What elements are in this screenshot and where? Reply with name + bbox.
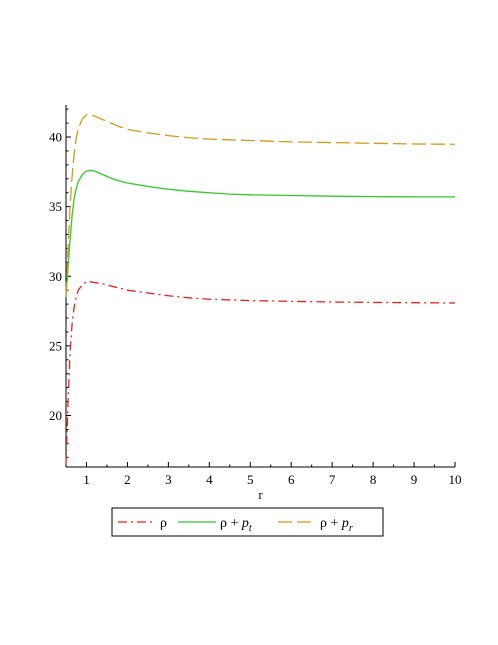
legend-label-p: p (241, 516, 249, 531)
series-layer (65, 114, 456, 465)
y-tick-label: 30 (49, 269, 62, 284)
legend-label-base: ρ + (320, 516, 342, 531)
x-tick-label: 5 (247, 472, 254, 487)
x-tick-label: 2 (124, 472, 131, 487)
y-tick-label: 20 (49, 408, 62, 423)
legend-label-subscript: r (349, 523, 353, 534)
legend-box (111, 507, 384, 537)
legend-label-base: ρ + (220, 516, 242, 531)
legend-label-subscript: t (249, 523, 252, 534)
x-tick-label: 10 (449, 472, 462, 487)
y-tick-label: 35 (49, 199, 62, 214)
x-tick-label: 4 (206, 472, 213, 487)
series-line-0 (65, 281, 456, 465)
x-axis-title: r (258, 487, 263, 502)
legend-label-base: ρ (160, 516, 167, 531)
x-tick-label: 3 (165, 472, 172, 487)
x-tick-label: 1 (83, 472, 90, 487)
series-line-2 (65, 114, 456, 296)
legend-label-2: ρ + pr (320, 516, 353, 534)
x-tick-label: 6 (288, 472, 295, 487)
x-tick-label: 7 (329, 472, 336, 487)
legend-label-p: p (341, 516, 349, 531)
series-line-1 (65, 169, 455, 298)
legend-label-0: ρ (160, 516, 167, 531)
axes: 1 2 3 4 5 6 7 8 9 10 20 25 30 35 40 (49, 105, 462, 487)
x-tick-label: 8 (370, 472, 377, 487)
y-tick-label: 25 (49, 338, 62, 353)
x-tick-label: 9 (411, 472, 418, 487)
y-tick-label: 40 (49, 130, 62, 145)
legend-label-1: ρ + pt (220, 516, 252, 534)
